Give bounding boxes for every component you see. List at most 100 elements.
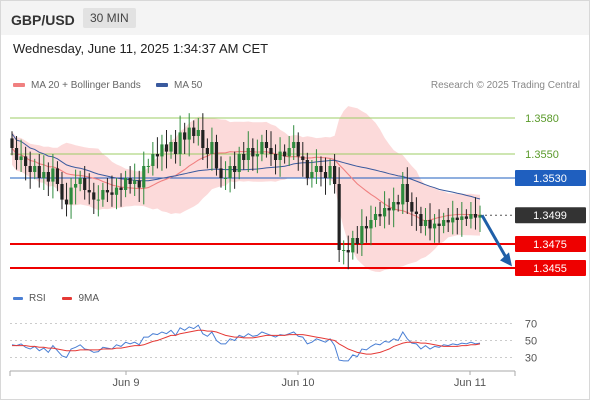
candle-body	[314, 166, 319, 172]
ma20-line	[11, 147, 481, 222]
candle	[237, 146, 241, 180]
legend-ma20-label: MA 20 + Bollinger Bands	[31, 80, 141, 91]
candle-body	[133, 180, 137, 184]
candle	[74, 169, 78, 205]
candle-body	[305, 160, 309, 178]
candle	[460, 202, 464, 237]
candle	[410, 192, 414, 226]
candle	[451, 200, 455, 235]
candle	[210, 127, 214, 171]
candle-body	[101, 190, 105, 200]
candle	[28, 151, 32, 189]
candle-body	[351, 238, 355, 253]
candle	[14, 136, 19, 170]
price-tag-box	[515, 207, 586, 224]
candle	[196, 118, 200, 146]
candle-body	[414, 211, 418, 214]
candle	[323, 157, 328, 195]
candle	[314, 149, 319, 184]
candle-body	[451, 217, 455, 223]
candle-body	[96, 199, 100, 201]
candle	[151, 142, 155, 176]
candle	[142, 151, 146, 205]
candle-body	[382, 208, 387, 217]
legend-ma20: MA 20 + Bollinger Bands	[13, 80, 141, 91]
ma50-line	[11, 133, 481, 200]
x-tick-label: Jun 11	[454, 377, 486, 389]
candle-body	[283, 151, 287, 157]
candle	[105, 178, 110, 202]
timeframe-button[interactable]: 30 MIN	[83, 8, 136, 28]
candle	[137, 170, 141, 202]
level-label-1.3550: 1.3550	[525, 149, 559, 161]
candle-body	[151, 154, 155, 166]
candle	[360, 209, 364, 256]
candle-body	[92, 192, 96, 200]
candle-body	[419, 214, 423, 226]
candle	[233, 151, 237, 189]
candle	[296, 132, 300, 171]
credit-text: Research © 2025 Trading Central	[430, 80, 580, 91]
candle-body	[55, 168, 60, 184]
candle-body	[405, 184, 409, 202]
candle	[214, 134, 219, 176]
candle-body	[110, 192, 114, 195]
candle	[301, 142, 305, 177]
candle	[78, 170, 82, 192]
candle	[273, 144, 278, 175]
candle	[405, 167, 409, 214]
rsi-legend: RSI 9MA	[13, 293, 113, 304]
candle-body	[333, 166, 337, 184]
candle	[342, 240, 346, 265]
candle	[155, 137, 159, 169]
candle-body	[260, 142, 264, 154]
price-tag-1.3475: 1.3475	[515, 236, 586, 252]
candle-body	[319, 166, 323, 172]
candle-body	[201, 130, 205, 148]
candle-body	[255, 154, 259, 157]
candle	[378, 202, 382, 226]
candle	[423, 208, 428, 236]
candle	[437, 209, 441, 243]
candle-body	[74, 184, 78, 188]
candle	[337, 167, 341, 262]
candle	[373, 206, 378, 228]
candle-body	[173, 142, 178, 154]
candle-body	[355, 238, 359, 244]
rsi-line	[11, 324, 481, 362]
candle-body	[410, 202, 414, 212]
candle	[464, 209, 468, 226]
candle-body	[69, 187, 73, 205]
candle	[110, 175, 114, 207]
candle-body	[28, 166, 32, 172]
rsi-swatch	[13, 296, 23, 300]
x-tick-label: Jun 9	[113, 377, 140, 389]
candle-body	[42, 172, 46, 178]
candle	[51, 154, 55, 199]
candle-body	[373, 214, 378, 220]
legend-ma50: MA 50	[156, 80, 202, 91]
candle	[42, 155, 46, 190]
candle	[128, 166, 132, 194]
candle-body	[464, 216, 468, 219]
candle-body	[273, 154, 278, 160]
candle	[201, 113, 205, 160]
candle-body	[87, 190, 91, 193]
candle	[446, 208, 450, 232]
candle-body	[296, 142, 300, 157]
candle-body	[64, 199, 69, 205]
price-tag-text: 1.3530	[533, 173, 567, 185]
candle-body	[287, 148, 291, 157]
candle-body	[401, 184, 405, 205]
ma50-swatch	[156, 83, 168, 88]
candle	[87, 173, 91, 205]
price-tag-text: 1.3475	[533, 239, 567, 251]
candle-body	[14, 148, 19, 160]
candle-body	[342, 250, 346, 251]
candle	[328, 158, 332, 186]
candle-body	[369, 220, 373, 229]
candle-body	[432, 223, 437, 229]
candle-body	[473, 214, 478, 218]
candle	[351, 230, 355, 260]
candle-body	[323, 172, 328, 178]
